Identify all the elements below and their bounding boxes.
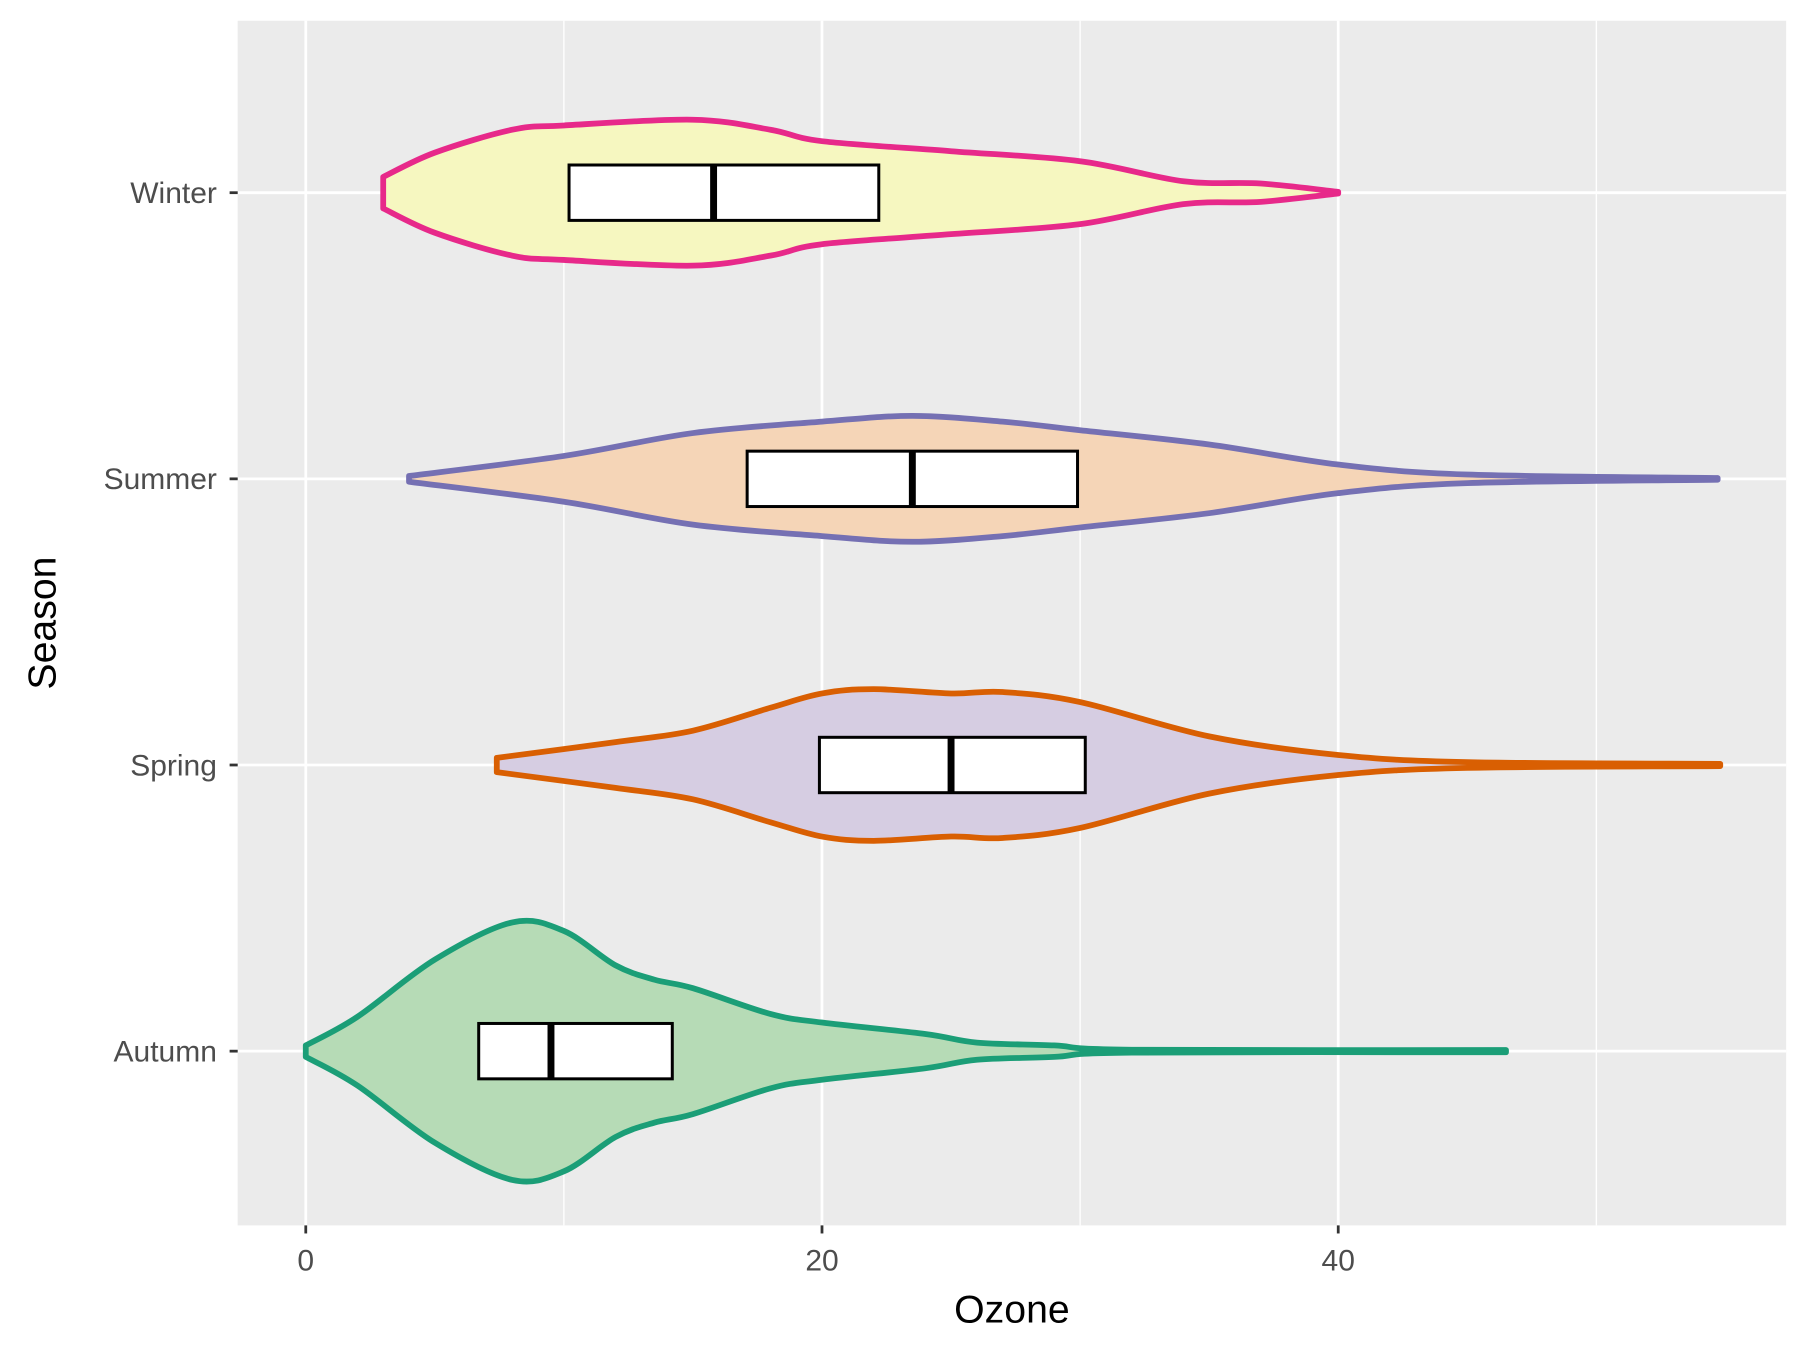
violin-shape	[493, 686, 1724, 844]
y-tick-label: Spring	[130, 749, 217, 782]
y-tick-label: Winter	[130, 177, 217, 210]
box	[567, 163, 881, 222]
violin-winter	[380, 116, 1342, 269]
x-axis-title: Ozone	[954, 1287, 1070, 1331]
x-tick-label: 40	[1322, 1244, 1355, 1277]
y-tick-label: Summer	[104, 463, 217, 496]
x-tick-label: 20	[805, 1244, 838, 1277]
violin-summer	[406, 413, 1721, 545]
box	[477, 1021, 674, 1081]
y-axis-title: Season	[20, 557, 64, 690]
violin-spring	[493, 686, 1724, 844]
violin-autumn	[302, 917, 1509, 1185]
violin-shape	[302, 917, 1509, 1185]
y-tick-label: Autumn	[114, 1036, 217, 1069]
x-tick-label: 0	[297, 1244, 314, 1277]
